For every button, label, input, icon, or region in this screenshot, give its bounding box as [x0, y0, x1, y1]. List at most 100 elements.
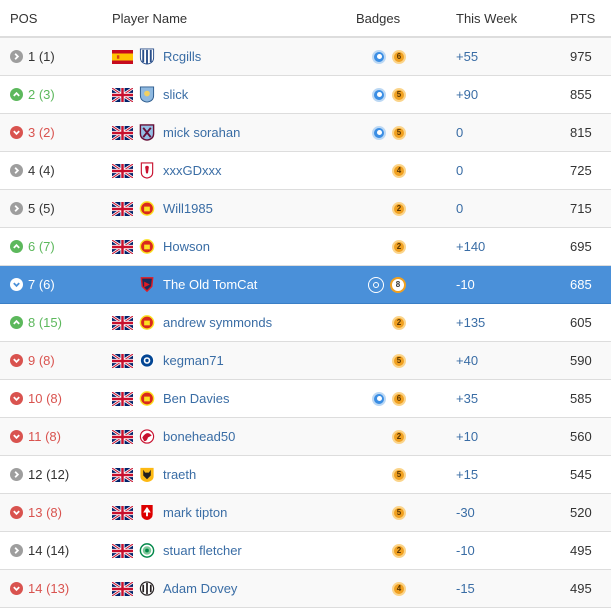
level-badge: 2	[392, 543, 406, 558]
table-row[interactable]: 14 (13) Adam Dovey 4 -15 495	[0, 570, 611, 608]
chevron-down-icon	[10, 126, 23, 139]
badges-cell: 4	[356, 163, 406, 178]
this-week-link[interactable]: -30	[456, 505, 475, 520]
table-row[interactable]: 9 (8) kegman71 5 +40 590	[0, 342, 611, 380]
points-value: 545	[570, 467, 592, 482]
player-name-link[interactable]: bonehead50	[163, 429, 236, 444]
player-name-link[interactable]: Ben Davies	[163, 391, 230, 406]
header-player-name[interactable]: Player Name	[112, 10, 188, 26]
player-name-link[interactable]: mick sorahan	[163, 125, 241, 140]
table-row[interactable]: 1 (1) Rcgills 6 +55 975	[0, 38, 611, 76]
level-badge: 6	[392, 391, 406, 406]
this-week-link[interactable]: +10	[456, 429, 479, 444]
this-week-link[interactable]: +40	[456, 353, 479, 368]
position-cell: 7 (6)	[10, 277, 55, 292]
player-name-link[interactable]: stuart fletcher	[163, 543, 242, 558]
crest-blue-round-icon	[139, 353, 155, 368]
badges-cell: 5	[356, 87, 406, 102]
points-value: 815	[570, 125, 592, 140]
player-name-link[interactable]: Will1985	[163, 201, 213, 216]
badges-cell: 2	[356, 315, 406, 330]
player-name-link[interactable]: Howson	[163, 239, 210, 254]
table-row[interactable]: 5 (5) Will1985 2 0 715	[0, 190, 611, 228]
player-name-link[interactable]: The Old TomCat	[163, 277, 258, 292]
header-this-week[interactable]: This Week	[456, 10, 518, 26]
this-week-link[interactable]: +55	[456, 49, 479, 64]
player-name-link[interactable]: mark tipton	[163, 505, 228, 520]
level-badge: 5	[392, 353, 406, 368]
this-week-link[interactable]: +15	[456, 467, 479, 482]
level-badge: 4	[392, 581, 406, 596]
player-name-link[interactable]: andrew symmonds	[163, 315, 273, 330]
uk-flag-icon	[112, 391, 133, 406]
player-cell: traeth	[112, 466, 196, 483]
position-text: 13 (8)	[28, 505, 62, 520]
player-cell: Ben Davies	[112, 390, 229, 407]
table-row[interactable]: 12 (12) traeth 5 +15 545	[0, 456, 611, 494]
this-week-link[interactable]: +140	[456, 239, 486, 254]
table-row[interactable]: 10 (8) Ben Davies 6 +35 585	[0, 380, 611, 418]
level-badge: 5	[392, 87, 406, 102]
table-row[interactable]: 8 (15) andrew symmonds 2 +135 605	[0, 304, 611, 342]
level-badge: 2	[392, 429, 406, 444]
level-badge: 5	[392, 125, 406, 140]
chevron-right-icon	[10, 468, 23, 481]
position-cell: 5 (5)	[10, 201, 55, 216]
badges-cell: 2	[356, 429, 406, 444]
position-cell: 3 (2)	[10, 125, 55, 140]
table-row[interactable]: 14 (14) stuart fletcher 2 -10 495	[0, 532, 611, 570]
this-week-link[interactable]: +135	[456, 315, 486, 330]
crest-bird-red-icon	[139, 429, 155, 444]
position-text: 14 (14)	[28, 543, 70, 558]
this-week-link[interactable]: +90	[456, 87, 479, 102]
crest-red-icon	[139, 201, 155, 216]
table-row[interactable]: 6 (7) Howson 2 +140 695	[0, 228, 611, 266]
chevron-right-icon	[10, 202, 23, 215]
crest-claret-icon	[139, 124, 155, 141]
player-name-link[interactable]: kegman71	[163, 353, 224, 368]
chevron-down-icon	[10, 354, 23, 367]
position-text: 2 (3)	[28, 87, 55, 102]
player-name-link[interactable]: slick	[163, 87, 189, 102]
points-value: 560	[570, 429, 592, 444]
uk-flag-icon	[112, 163, 133, 178]
this-week-link[interactable]: -10	[456, 277, 475, 292]
chevron-down-icon	[10, 506, 23, 519]
crest-green-round-icon	[139, 543, 155, 558]
table-row[interactable]: 2 (3) slick 5 +90 855	[0, 76, 611, 114]
this-week-link[interactable]: -10	[456, 543, 475, 558]
chevron-down-icon	[10, 278, 23, 291]
player-name-link[interactable]: traeth	[163, 467, 197, 482]
table-row[interactable]: 4 (4) xxxGDxxx 4 0 725	[0, 152, 611, 190]
table-body: 1 (1) Rcgills 6 +55 975 2 (3) slick 5 +90 855 3 (2…	[0, 38, 611, 608]
this-week-link[interactable]: +35	[456, 391, 479, 406]
uk-flag-icon	[112, 581, 133, 596]
table-row[interactable]: 3 (2) mick sorahan 5 0 815	[0, 114, 611, 152]
points-value: 585	[570, 391, 592, 406]
position-text: 1 (1)	[28, 49, 55, 64]
player-name-link[interactable]: Rcgills	[163, 49, 202, 64]
player-cell: kegman71	[112, 352, 224, 369]
table-row[interactable]: 11 (8) bonehead50 2 +10 560	[0, 418, 611, 456]
uk-flag-icon	[112, 315, 133, 330]
table-header: POS Player Name Badges This Week PTS	[0, 0, 611, 38]
no-flag	[112, 278, 133, 292]
table-row[interactable]: 13 (8) mark tipton 5 -30 520	[0, 494, 611, 532]
this-week-link[interactable]: 0	[456, 201, 464, 216]
player-name-link[interactable]: Adam Dovey	[163, 581, 238, 596]
position-cell: 12 (12)	[10, 467, 69, 482]
crest-red-icon	[139, 391, 155, 406]
header-pts[interactable]: PTS	[570, 10, 596, 26]
player-cell: slick	[112, 86, 188, 103]
header-badges[interactable]: Badges	[356, 10, 401, 26]
this-week-link[interactable]: -15	[456, 581, 475, 596]
player-name-link[interactable]: xxxGDxxx	[163, 163, 222, 178]
this-week-link[interactable]: 0	[456, 163, 464, 178]
header-pos[interactable]: POS	[10, 10, 38, 26]
this-week-link[interactable]: 0	[456, 125, 464, 140]
position-cell: 14 (13)	[10, 581, 69, 596]
player-cell: bonehead50	[112, 428, 235, 445]
table-row[interactable]: 7 (6) The Old TomCat 8 -10 685	[0, 266, 611, 304]
crest-liver-icon	[140, 162, 154, 179]
level-badge: 2	[392, 239, 406, 254]
